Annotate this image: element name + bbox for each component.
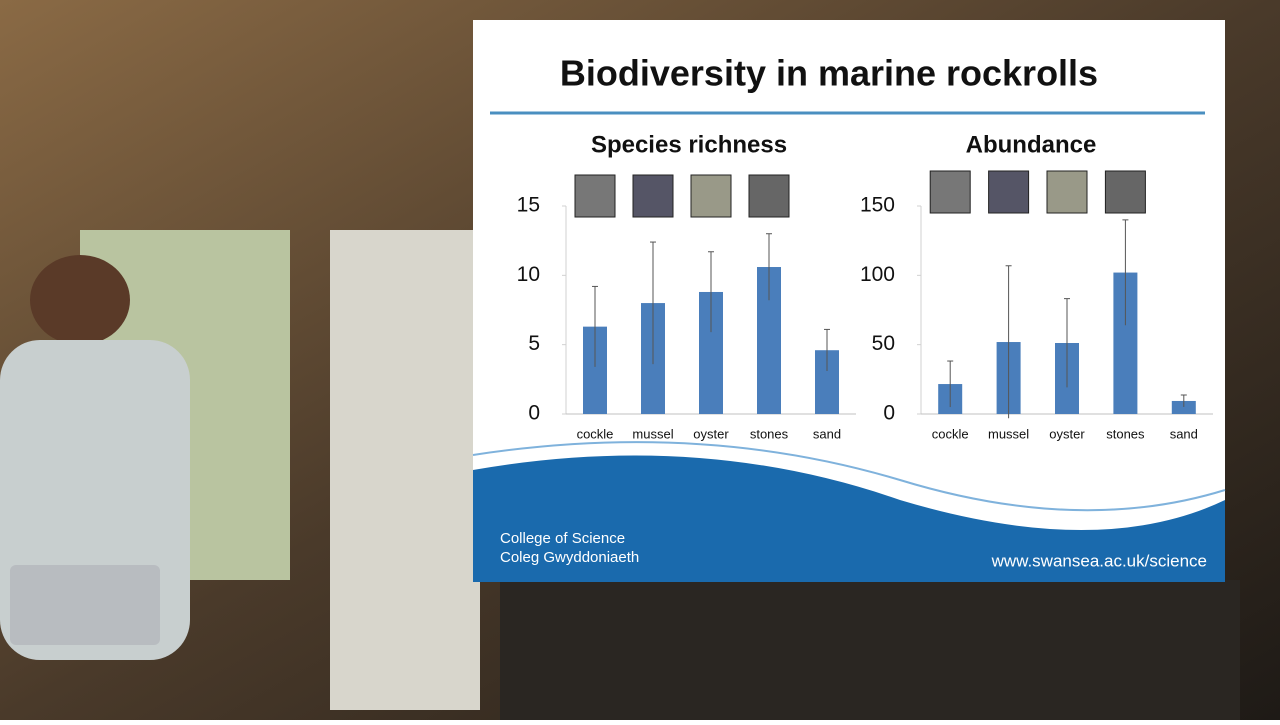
x-tick-label: mussel — [632, 426, 673, 441]
presenter-head — [30, 255, 130, 345]
x-tick-label: stones — [1106, 426, 1145, 441]
y-tick-label: 0 — [528, 402, 540, 425]
thumbnail — [632, 174, 674, 218]
bar — [1171, 400, 1196, 414]
footer-text: Coleg Gwyddoniaeth — [500, 549, 639, 566]
chart-title: Abundance — [966, 131, 1097, 158]
x-tick-label: cockle — [932, 426, 969, 441]
laptop — [10, 565, 160, 645]
wave-line — [472, 441, 1226, 512]
footer-url: www.swansea.ac.uk/science — [991, 551, 1207, 570]
banner — [330, 230, 480, 710]
thumbnail — [929, 170, 971, 214]
wave — [473, 455, 1225, 582]
thumbnail — [1104, 170, 1146, 214]
y-tick-label: 0 — [883, 402, 895, 425]
y-tick-label: 15 — [517, 194, 540, 217]
y-tick-label: 100 — [860, 263, 895, 286]
footer-text: College of Science — [500, 530, 625, 547]
y-tick-label: 10 — [517, 263, 540, 286]
x-tick-label: stones — [750, 426, 789, 441]
y-tick-label: 5 — [528, 332, 540, 355]
chart-title: Species richness — [591, 131, 787, 158]
thumbnail — [748, 174, 790, 218]
y-tick-label: 150 — [860, 194, 895, 217]
screen-frame — [500, 580, 1240, 720]
x-tick-label: sand — [813, 426, 841, 441]
thumbnail — [574, 174, 616, 218]
x-tick-label: oyster — [1049, 426, 1085, 441]
x-tick-label: mussel — [988, 426, 1029, 441]
x-tick-label: cockle — [577, 426, 614, 441]
slide-title: Biodiversity in marine rockrolls — [560, 53, 1098, 94]
y-tick-label: 50 — [872, 332, 895, 355]
x-tick-label: sand — [1170, 426, 1198, 441]
x-tick-label: oyster — [693, 426, 729, 441]
thumbnail — [690, 174, 732, 218]
thumbnail — [988, 170, 1030, 214]
thumbnail — [1046, 170, 1088, 214]
